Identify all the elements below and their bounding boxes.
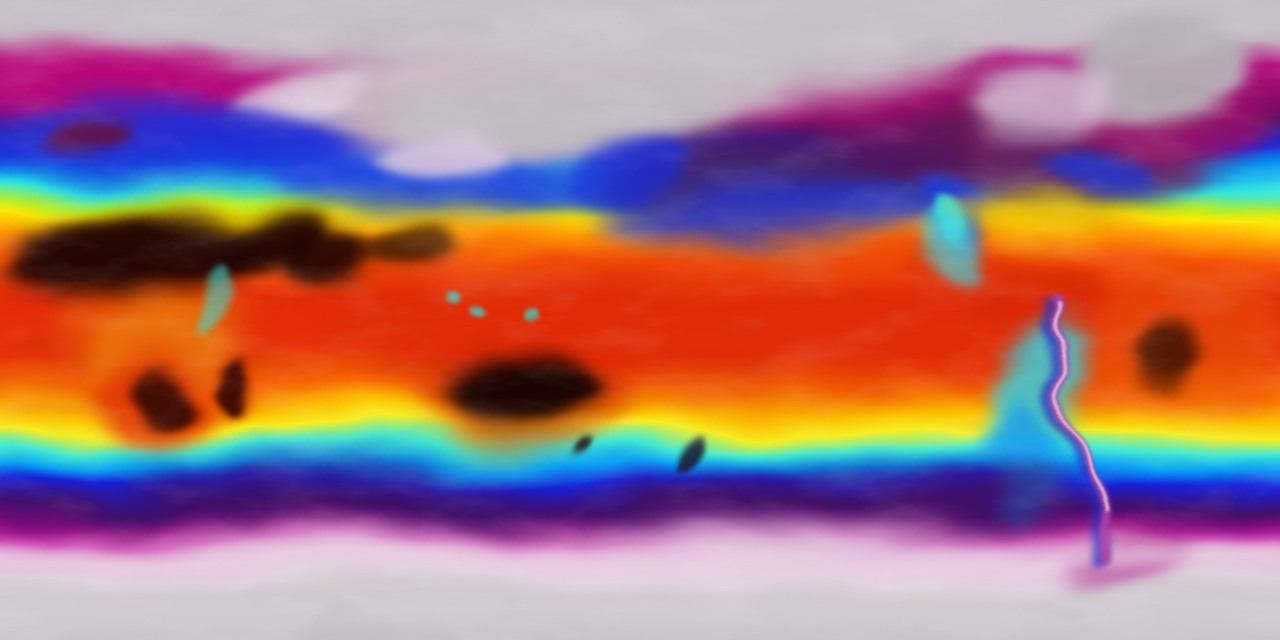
temperature-map-canvas — [0, 0, 1280, 640]
world-temperature-heatmap — [0, 0, 1280, 640]
cloud-wisp-texture-dark — [0, 0, 1280, 640]
